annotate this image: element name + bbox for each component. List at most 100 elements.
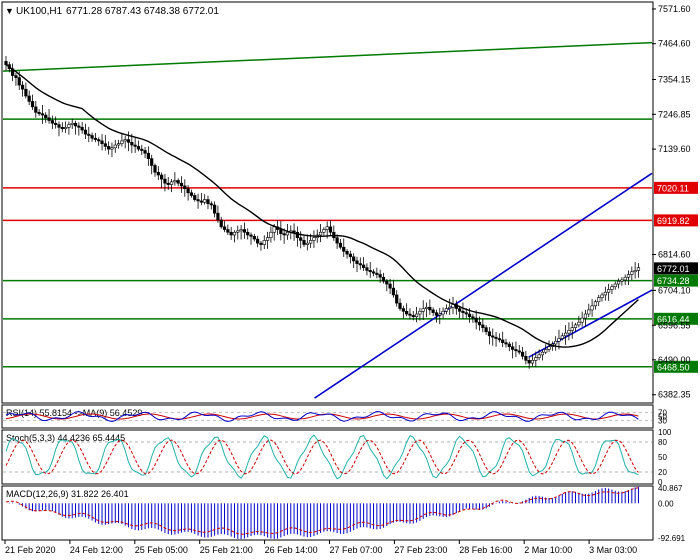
rsi-panel-frame (1, 404, 654, 429)
candle-body (547, 346, 551, 350)
candle-body (365, 267, 369, 271)
candle-body (318, 231, 323, 236)
price-tick-label: 7354.15 (658, 75, 691, 85)
candle-body (179, 182, 184, 187)
price-tick-label: 6814.60 (658, 250, 691, 260)
candle-body (352, 256, 356, 262)
time-tick-label: 28 Feb 16:00 (459, 545, 512, 555)
candle-body (530, 360, 535, 364)
candle-body (203, 199, 207, 203)
candle-body (156, 171, 160, 176)
candle-body (358, 263, 362, 266)
window-arrow-icon: ▼ (5, 6, 14, 16)
level-tag-3 (654, 312, 698, 325)
trend-line-0 (2, 41, 653, 72)
candle-body (37, 112, 41, 114)
candle-body (507, 343, 511, 348)
chart-symbol: UK100,H1 (16, 6, 63, 17)
candle-body (87, 133, 91, 136)
candle-body (573, 324, 578, 328)
candle-body (60, 127, 64, 129)
candle-body (44, 114, 48, 119)
candle-body (153, 165, 157, 173)
stoch-tick-label: 50 (658, 453, 667, 462)
candle-body (269, 231, 273, 239)
price-series (2, 41, 653, 399)
candle-body (378, 274, 382, 278)
candle-body (474, 317, 478, 323)
candle-body (103, 143, 107, 147)
candle-body (163, 178, 167, 184)
candle-body (166, 182, 170, 185)
time-tick-label: 2 Mar 10:00 (524, 545, 572, 555)
candle-body (232, 231, 237, 236)
candle-body (206, 199, 210, 204)
candle-body (116, 143, 121, 146)
candle-body (355, 260, 359, 264)
candle-body (279, 229, 283, 234)
candle-body (70, 122, 74, 125)
candle-body (265, 237, 270, 241)
candle-body (199, 200, 203, 203)
candle-body (252, 236, 256, 240)
time-tick-label: 3 Mar 03:00 (589, 545, 637, 555)
candle-body (93, 137, 98, 140)
candle-body (50, 120, 54, 124)
candle-body (262, 240, 266, 245)
rsi-tick-label: 30 (658, 417, 667, 426)
candle-body (441, 310, 445, 315)
candle-body (285, 231, 290, 236)
candle-body (130, 142, 134, 146)
moving-average-line (5, 64, 639, 348)
candle-body (577, 321, 581, 326)
rsi-tick-label: 50 (658, 413, 667, 422)
candle-body (405, 310, 409, 315)
candle-body (126, 139, 131, 143)
candle-body (107, 146, 111, 150)
candle-body (424, 306, 429, 309)
candle-body (160, 174, 164, 180)
channel-lower (528, 289, 653, 358)
candle-body (597, 297, 601, 303)
stoch-signal-line (5, 439, 639, 475)
stoch-tick-label: 100 (658, 428, 672, 437)
candle-body (434, 312, 439, 316)
candle-body (292, 230, 296, 233)
candle-body (150, 158, 154, 166)
candle-body (140, 148, 144, 151)
candle-body (381, 276, 386, 282)
candle-body (219, 219, 223, 228)
candle-body (534, 357, 538, 361)
candle-body (414, 313, 419, 318)
candle-body (421, 308, 425, 312)
price-axis: 7020.11 6919.82 6734.28 6616.44 6468.50 7571.… (652, 4, 698, 400)
candle-body (17, 77, 21, 86)
candle-body (401, 308, 405, 312)
candle-body (487, 331, 492, 337)
candle-body (593, 301, 597, 307)
candle-body (395, 294, 399, 304)
macd-tick-label: 40.867 (658, 484, 683, 493)
candle-body (557, 338, 561, 342)
candle-body (189, 192, 194, 196)
candle-body (120, 140, 124, 144)
candle-body (583, 313, 588, 319)
candle-body (272, 226, 276, 233)
candle-body (520, 351, 525, 357)
price-panel-frame (1, 1, 654, 404)
candle-body (630, 271, 634, 275)
candle-body (540, 351, 545, 356)
candle-body (309, 240, 313, 244)
candle-body (375, 272, 379, 275)
candle-body (256, 238, 260, 244)
candle-body (83, 129, 88, 135)
macd-title: MACD(12,26,9) 31.822 26.401 (6, 489, 129, 499)
candle-body (461, 310, 465, 313)
candle-body (14, 75, 18, 78)
rsi-line (5, 410, 639, 423)
candle-body (282, 233, 286, 236)
level-tag-0 (654, 181, 698, 194)
